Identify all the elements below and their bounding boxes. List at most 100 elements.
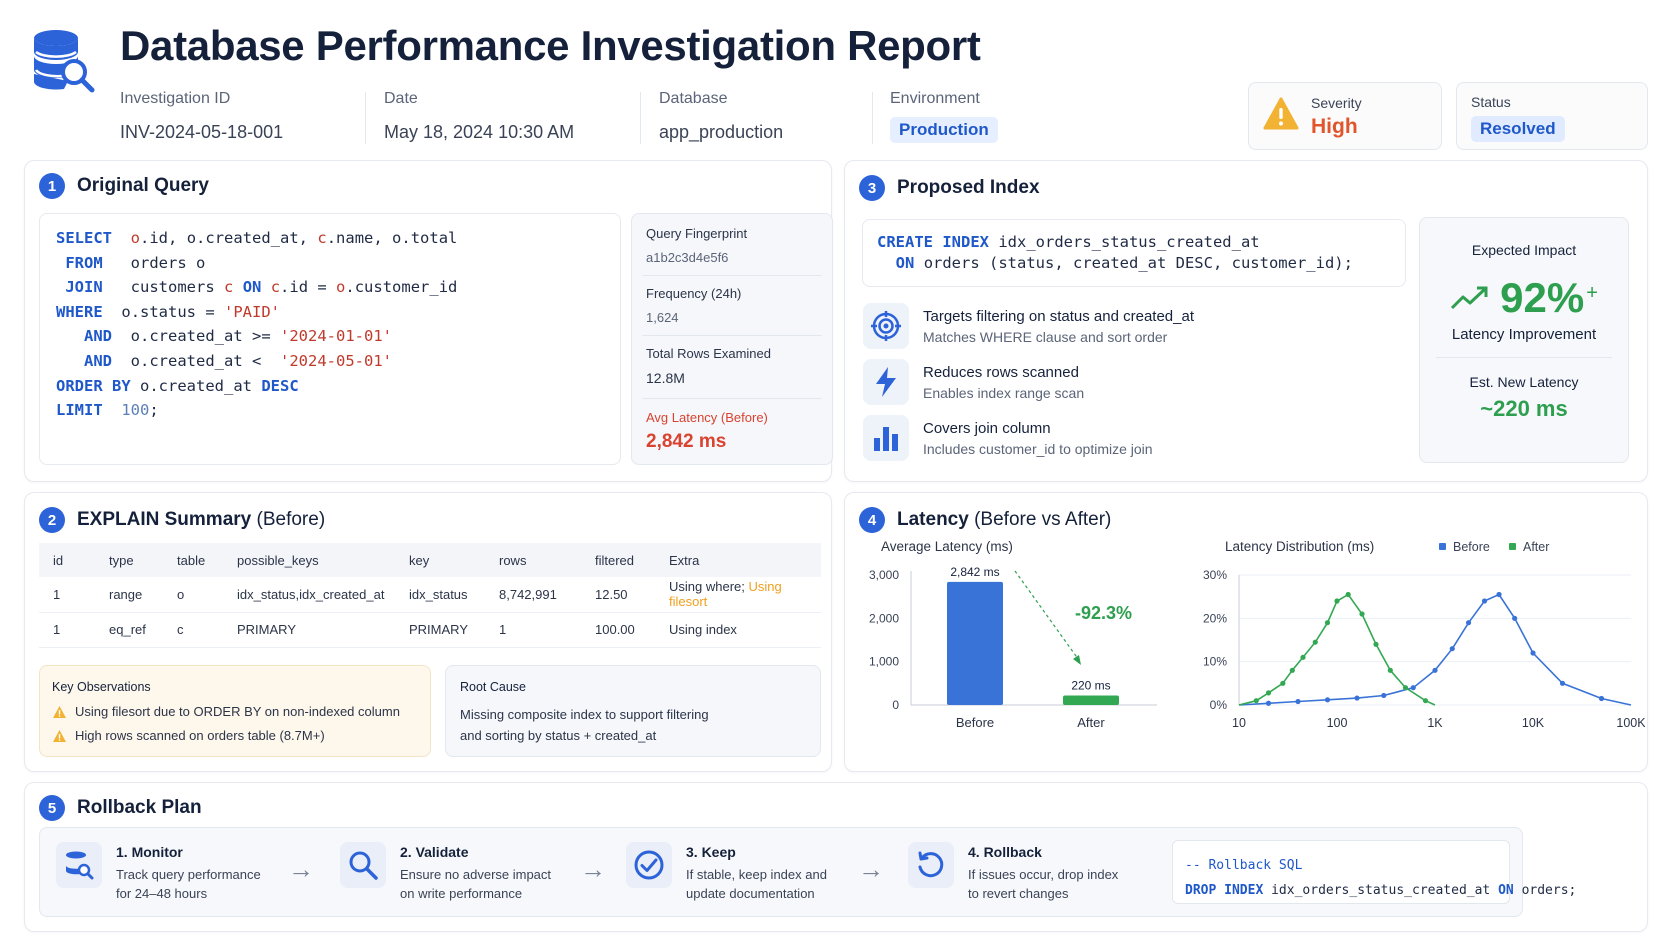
data-point: [1359, 611, 1365, 617]
meta-environment: Environment Production: [890, 90, 998, 146]
x-tick-label: 100: [1327, 716, 1348, 730]
rollback-panel: 5 Rollback Plan 1. Monitor Track query p…: [24, 782, 1648, 932]
chart-title: Latency Distribution (ms): [1225, 539, 1374, 554]
table-cell: 100.00: [581, 612, 655, 648]
proposed-index-panel: 3 Proposed Index CREATE INDEX idx_orders…: [844, 160, 1648, 482]
step-desc: Ensure no adverse impact on write perform…: [400, 865, 551, 903]
stat-label: Avg Latency (Before): [646, 410, 768, 425]
sql-comment: -- Rollback SQL: [1185, 858, 1303, 873]
y-tick-label: 30%: [1203, 568, 1227, 582]
column-header: rows: [485, 543, 581, 577]
data-point: [1300, 654, 1306, 660]
meta-investigation-id: Investigation ID INV-2024-05-18-001: [120, 90, 283, 146]
feature-targets-filtering: Targets filtering on status and created_…: [863, 303, 1194, 349]
target-icon: [863, 303, 909, 349]
feature-title: Covers join column: [923, 419, 1051, 437]
average-latency-bar-chart: Average Latency (ms) 0 1,000 2,000 3,000 2,84…: [869, 539, 1157, 730]
table-cell: 1: [39, 612, 95, 648]
y-tick-label: 10%: [1203, 655, 1227, 669]
table-cell: 1: [39, 577, 95, 613]
rotate-icon: [908, 842, 954, 888]
x-tick-label: 1K: [1427, 716, 1443, 730]
severity-value: High: [1311, 115, 1358, 138]
data-point: [1373, 641, 1379, 647]
status-badge: Resolved: [1471, 116, 1565, 142]
step-desc: If stable, keep index and update document…: [686, 865, 827, 903]
stat-label: Query Fingerprint: [646, 226, 748, 241]
legend-swatch: [1509, 543, 1516, 550]
panel-title-text: Original Query: [77, 175, 209, 196]
divider: [640, 92, 641, 144]
bar-chart-icon: [863, 415, 909, 461]
feature-title: Reduces rows scanned: [923, 363, 1079, 381]
data-point: [1432, 667, 1438, 673]
status-card: Status Resolved: [1456, 82, 1648, 150]
explain-table: id type table possible_keys key rows fil…: [39, 543, 821, 648]
sql-code-block: SELECT o.id, o.created_at, c.name, o.tot…: [39, 213, 621, 465]
original-query-panel: 1 Original Query SELECT o.id, o.created_…: [24, 160, 833, 482]
stat-fingerprint: Query Fingerprint a1b2c3d4e5f6: [646, 226, 818, 265]
step-desc-line: on write performance: [400, 886, 523, 901]
feature-covers-join: Covers join column Includes customer_id …: [863, 415, 1153, 461]
impact-caption: Latency Improvement: [1451, 326, 1597, 343]
stat-frequency: Frequency (24h) 1,624: [646, 286, 818, 325]
feature-title: Targets filtering on status and created_…: [923, 307, 1194, 325]
step-desc-line: to revert changes: [968, 886, 1069, 901]
latency-distribution-line-chart: Latency Distribution (ms) Before After 0% 10…: [1203, 539, 1645, 730]
divider: [642, 335, 822, 336]
data-point: [1253, 698, 1259, 704]
severity-label: Severity: [1311, 95, 1362, 111]
panel-title-suffix: (Before): [256, 509, 326, 530]
column-header: table: [163, 543, 223, 577]
legend-label: After: [1523, 540, 1549, 554]
y-tick-label: 2,000: [869, 611, 899, 625]
table-cell: range: [95, 577, 163, 613]
y-tick-label: 20%: [1203, 611, 1227, 625]
reduction-annotation: -92.3%: [1075, 603, 1132, 623]
root-cause-box: Root Cause Missing composite index to su…: [445, 665, 821, 757]
warning-icon: [1263, 97, 1299, 130]
x-tick-label: 100K: [1616, 716, 1645, 730]
data-point: [1559, 680, 1566, 686]
table-cell: 8,742,991: [485, 577, 581, 613]
meta-value: app_production: [659, 122, 784, 142]
observation-text: High rows scanned on orders table (8.7M+…: [75, 728, 325, 743]
step-title: 3. Keep: [686, 844, 736, 860]
step-desc-line: for 24–48 hours: [116, 886, 208, 901]
table-cell: idx_status,idx_created_at: [223, 577, 395, 613]
stat-label: Frequency (24h): [646, 286, 742, 301]
impact-value-row: 92% +: [1420, 274, 1628, 322]
data-point: [1334, 598, 1340, 604]
filesort-highlight: Using filesort: [669, 579, 782, 610]
meta-database: Database app_production: [659, 90, 783, 146]
arrow-head: [1073, 655, 1081, 665]
step-title: 4. Rollback: [968, 844, 1042, 860]
y-tick-label: 0: [892, 698, 899, 712]
panel-title-text: Latency: [897, 509, 969, 530]
chart-title: Average Latency (ms): [881, 539, 1013, 554]
sql-index-name: idx_orders_status_created_at: [1271, 883, 1491, 898]
step-number-badge: 2: [39, 507, 65, 533]
table-header-row: id type table possible_keys key rows fil…: [39, 543, 821, 577]
table-cell: PRIMARY: [223, 612, 395, 648]
legend-label: Before: [1453, 540, 1490, 554]
new-latency-label: Est. New Latency: [1469, 374, 1579, 390]
latency-panel: 4 Latency (Before vs After) Average Late…: [844, 492, 1648, 772]
data-point: [1449, 646, 1455, 652]
trend-up-icon: [1451, 286, 1488, 310]
root-cause-line: and sorting by status + created_at: [460, 728, 657, 743]
data-point: [1512, 615, 1518, 621]
divider: [872, 92, 873, 144]
data-point: [1265, 700, 1272, 706]
meta-label: Investigation ID: [120, 90, 231, 107]
warning-icon: [53, 705, 66, 718]
impact-plus: +: [1586, 281, 1598, 304]
column-header: filtered: [581, 543, 655, 577]
query-stats-box: Query Fingerprint a1b2c3d4e5f6 Frequency…: [631, 213, 833, 465]
stat-value: 2,842 ms: [646, 431, 727, 452]
rollback-step-monitor: 1. Monitor Track query performance for 24…: [56, 842, 261, 903]
bar-after: [1063, 695, 1119, 705]
new-latency-value: ~220 ms: [1480, 396, 1568, 421]
data-point: [1265, 690, 1272, 696]
data-point: [1280, 680, 1286, 686]
